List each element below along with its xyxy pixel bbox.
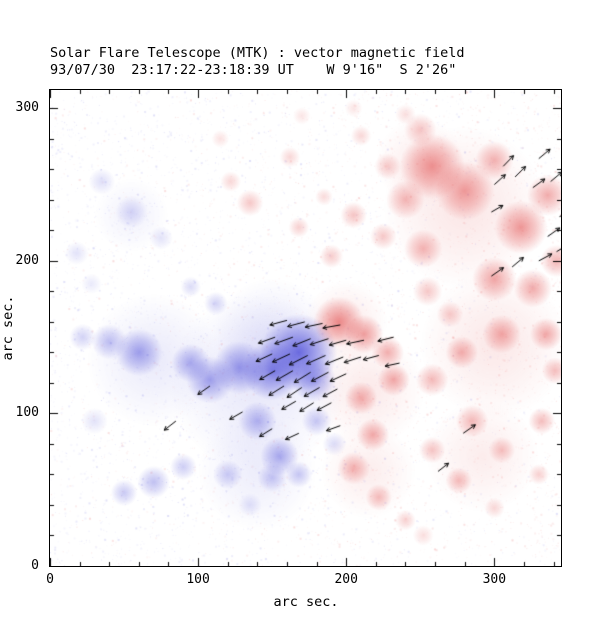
x-tick-label: 100: [186, 572, 210, 587]
y-axis-ticks: 0 100 200 300: [0, 90, 44, 573]
y-axis-label: arc sec.: [0, 295, 16, 361]
figure-title: Solar Flare Telescope (MTK) : vector mag…: [50, 45, 465, 61]
y-tick-label: 300: [15, 100, 39, 116]
y-tick-label: 100: [15, 405, 39, 421]
figure-subtitle: 93/07/30 23:17:22-23:18:39 UT W 9'16" S …: [50, 62, 457, 78]
y-tick-label: 200: [15, 252, 39, 268]
x-axis-label: arc sec.: [273, 594, 339, 610]
x-tick-label: 0: [46, 572, 54, 587]
plot-frame: [49, 89, 562, 567]
magnetogram-canvas: [50, 90, 561, 566]
y-tick-label: 0: [31, 558, 39, 573]
x-tick-label: 300: [482, 572, 507, 587]
x-tick-label: 200: [334, 572, 358, 587]
x-axis-ticks: 0 100 200 300: [46, 572, 562, 588]
